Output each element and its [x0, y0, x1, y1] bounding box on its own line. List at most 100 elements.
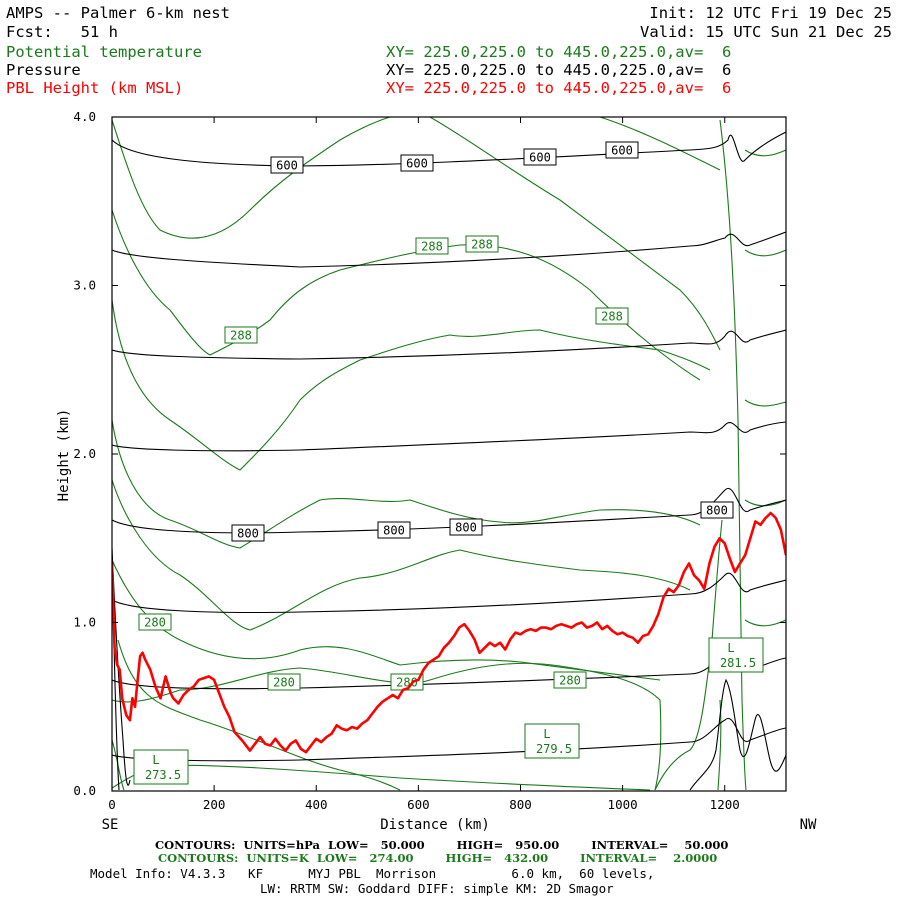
contour-info-pressure: CONTOURS: UNITS=hPa LOW= 50.000 HIGH= 95… — [155, 838, 729, 852]
field-pbl-height: PBL Height (km MSL) — [6, 79, 184, 97]
contour-label: 280 — [144, 616, 166, 630]
section-end-label: NW — [800, 817, 817, 833]
contour-label: 280 — [396, 676, 418, 690]
y-axis-label: Height (km) — [56, 409, 72, 502]
theta-minimum-box — [708, 637, 764, 673]
theta-minimum-box — [133, 749, 189, 785]
contour-label-box — [267, 673, 301, 691]
theta-contour — [112, 559, 661, 681]
xy-pressure: XY= 225.0,225.0 to 445.0,225.0,av= 6 — [386, 61, 732, 79]
x-tick-labels: 0 200 400 600 800 1000 1200 — [108, 797, 740, 812]
theta-contour — [719, 119, 747, 791]
contour-label-box — [415, 237, 449, 255]
theta-contour — [117, 639, 401, 791]
theta-contour — [112, 209, 701, 381]
contour-label: 600 — [276, 159, 298, 173]
init-time: Init: 12 UTC Fri 19 Dec 25 — [649, 4, 892, 22]
theta-minimum-value: 281.5 — [720, 656, 756, 670]
theta-contour — [112, 117, 391, 239]
x-tick-label: 200 — [203, 797, 226, 812]
contour-label: 288 — [421, 240, 443, 254]
field-pressure: Pressure — [6, 61, 81, 79]
y-tick-label: 0.0 — [73, 783, 96, 798]
theta-contour — [112, 299, 711, 471]
contour-label: 800 — [383, 524, 405, 538]
contour-label: 600 — [406, 157, 428, 171]
pressure-contour — [112, 487, 786, 534]
contour-label-box — [400, 154, 434, 172]
pressure-contour — [112, 572, 786, 614]
valid-time: Valid: 15 UTC Sun 21 Dec 25 — [640, 23, 892, 41]
theta-contour — [112, 764, 651, 791]
theta-minimum-value: 273.5 — [145, 768, 181, 782]
theta-contour — [112, 419, 701, 549]
model-info-line2: LW: RRTM SW: Goddard DIFF: simple KM: 2D… — [260, 881, 614, 896]
contour-label-box — [605, 141, 639, 159]
theta-contour — [112, 479, 691, 631]
theta-contour — [654, 519, 723, 791]
theta-contour — [429, 117, 721, 351]
theta-minimum-marker: L — [727, 641, 734, 655]
theta-contour — [744, 399, 786, 407]
x-tick-label: 0 — [108, 797, 116, 812]
contour-label-box — [523, 148, 557, 166]
x-tick-label: 600 — [407, 797, 430, 812]
y-tick-labels: 0.0 1.0 2.0 3.0 4.0 — [73, 109, 96, 798]
y-tick-label: 4.0 — [73, 109, 96, 124]
pressure-contour — [112, 421, 786, 452]
x-tick-label: 400 — [305, 797, 328, 812]
theta-contour — [112, 739, 125, 791]
contour-label: 288 — [601, 310, 623, 324]
pressure-contour — [112, 649, 786, 690]
contour-label-box — [595, 307, 629, 325]
section-start-label: SE — [102, 817, 119, 833]
contour-label-box — [700, 501, 734, 519]
pressure-contour — [689, 678, 786, 791]
contour-label-box — [270, 156, 304, 174]
field-potential-temperature: Potential temperature — [6, 43, 202, 61]
model-info-line1: Model Info: V4.3.3 KF MYJ PBL Morrison 6… — [90, 866, 655, 881]
y-tick-label: 3.0 — [73, 278, 96, 293]
theta-minimum-value: 279.5 — [536, 742, 572, 756]
pressure-contour — [112, 717, 786, 762]
x-tick-label: 800 — [509, 797, 532, 812]
contour-label: 280 — [273, 676, 295, 690]
theta-minimum-marker: L — [152, 753, 159, 767]
x-tick-label: 1200 — [710, 797, 740, 812]
contour-label: 600 — [611, 144, 633, 158]
pressure-contour — [112, 131, 786, 167]
contour-label-box — [553, 671, 587, 689]
xy-potential-temperature: XY= 225.0,225.0 to 445.0,225.0,av= 6 — [386, 43, 732, 61]
pressure-contours — [112, 131, 786, 791]
theta-minimum-box — [524, 723, 580, 759]
contour-label: 600 — [529, 151, 551, 165]
theta-contour — [744, 249, 786, 257]
theta-contour — [744, 619, 786, 627]
y-tick-label: 1.0 — [73, 615, 96, 630]
contour-label-box — [465, 235, 499, 253]
pressure-contour — [112, 231, 786, 268]
forecast-hour: Fcst: 51 h — [6, 23, 118, 41]
axis-ticks — [111, 116, 786, 792]
contour-label-box — [231, 524, 265, 542]
contour-label-box — [390, 673, 424, 691]
plot-frame — [111, 116, 787, 792]
theta-minimum-marker: L — [543, 727, 550, 741]
contour-label-box — [449, 518, 483, 536]
contour-label-box — [224, 326, 258, 344]
contour-label-box — [377, 521, 411, 539]
theta-contour — [599, 117, 721, 171]
contour-labels: 600 600 600 600 800 800 800 800 288 288 288 288 280 2… — [133, 141, 764, 785]
contour-label: 288 — [471, 238, 493, 252]
theta-contour — [744, 149, 786, 157]
contour-label: 800 — [237, 527, 259, 541]
contour-label-box — [138, 613, 172, 631]
contour-label: 800 — [455, 521, 477, 535]
contour-label: 800 — [706, 504, 728, 518]
chart-title: AMPS -- Palmer 6-km nest — [6, 4, 230, 22]
pressure-contour — [112, 329, 786, 360]
contour-label: 280 — [559, 674, 581, 688]
xy-pbl-height: XY= 225.0,225.0 to 445.0,225.0,av= 6 — [386, 79, 732, 97]
y-tick-label: 2.0 — [73, 446, 96, 461]
